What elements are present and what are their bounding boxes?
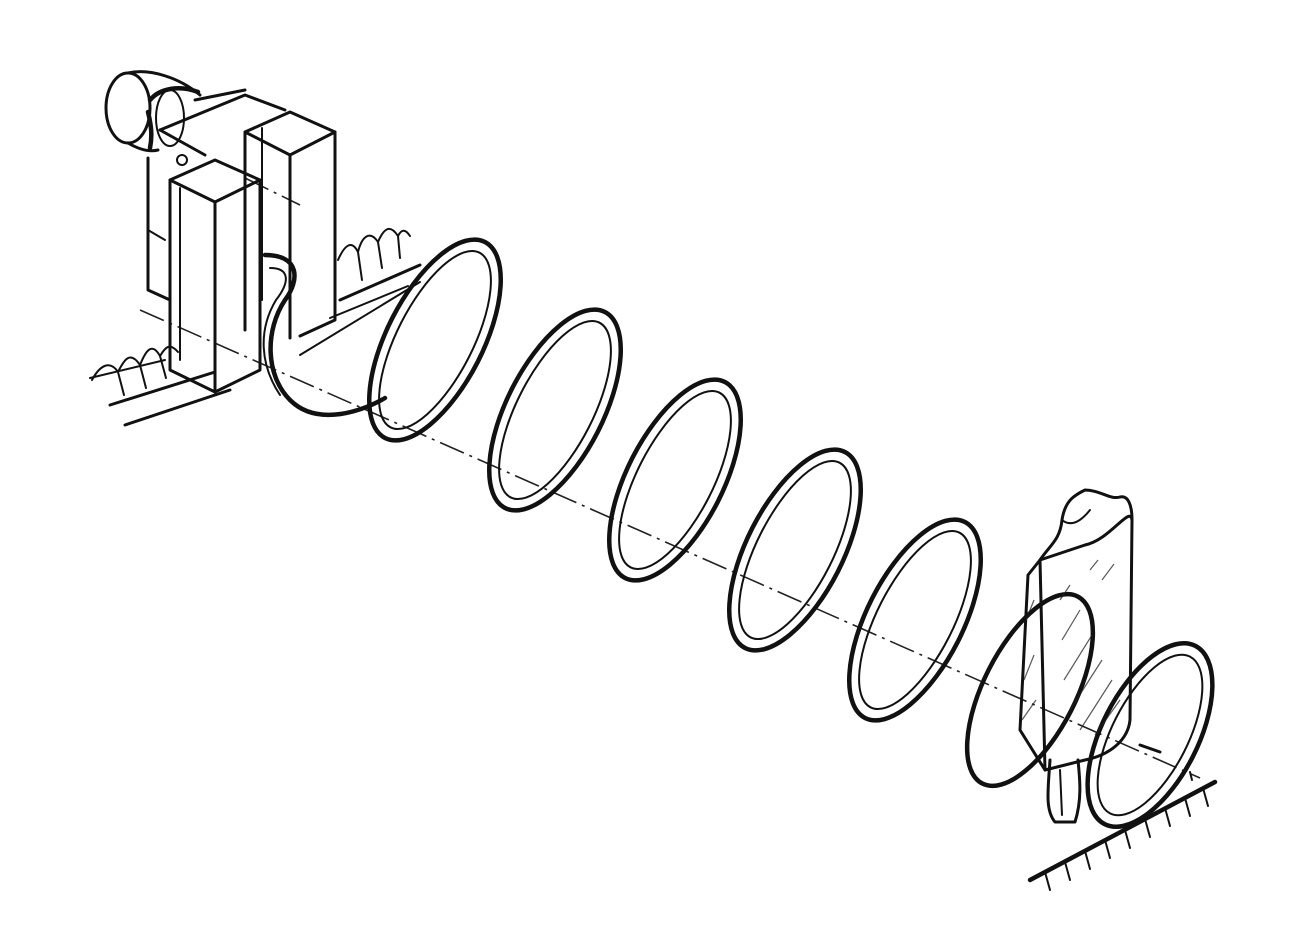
left-ground-hatch-icon [91,227,411,396]
ice-cream-bar-icon [1018,488,1134,824]
motor-icon [104,70,287,302]
rear-pillar-block [243,110,337,340]
axis-end-tick [1138,743,1193,781]
helical-coil-icon [262,237,1215,829]
left-base-rails [89,263,422,427]
center-axis [139,177,1201,779]
front-pillar-block [168,158,262,394]
right-ground-hatch-icon [1027,779,1218,891]
